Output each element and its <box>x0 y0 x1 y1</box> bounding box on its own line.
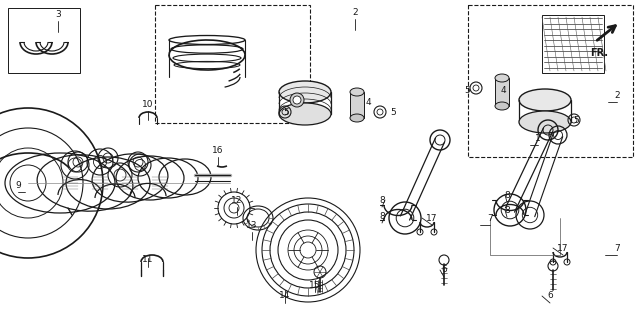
Text: 6: 6 <box>547 292 553 300</box>
Text: 2: 2 <box>352 7 358 17</box>
Text: 10: 10 <box>142 100 154 108</box>
Ellipse shape <box>350 88 364 96</box>
Ellipse shape <box>279 81 331 103</box>
Text: 2: 2 <box>614 91 620 100</box>
Text: 4: 4 <box>500 85 506 94</box>
Text: 5: 5 <box>573 116 579 124</box>
Text: 12: 12 <box>231 196 243 204</box>
Text: 1: 1 <box>535 133 541 142</box>
Text: 6: 6 <box>441 266 447 275</box>
Text: 4: 4 <box>365 98 371 107</box>
Text: 8: 8 <box>504 190 510 199</box>
Text: 7: 7 <box>614 244 620 252</box>
Text: 9: 9 <box>15 180 21 189</box>
Text: 15: 15 <box>309 281 321 290</box>
Text: 3: 3 <box>55 10 61 19</box>
Bar <box>542 15 604 73</box>
Text: 8: 8 <box>504 205 510 214</box>
Text: 13: 13 <box>246 220 258 229</box>
Bar <box>350 92 364 118</box>
Text: 17: 17 <box>426 213 438 222</box>
Ellipse shape <box>519 89 571 111</box>
Ellipse shape <box>519 111 571 133</box>
Text: 8: 8 <box>379 212 385 220</box>
Text: 5: 5 <box>390 108 396 116</box>
Bar <box>8 8 80 73</box>
Ellipse shape <box>495 74 509 82</box>
Text: 14: 14 <box>279 292 291 300</box>
Text: 16: 16 <box>212 146 224 155</box>
Circle shape <box>293 96 301 104</box>
Text: 11: 11 <box>142 255 154 265</box>
Ellipse shape <box>350 114 364 122</box>
Circle shape <box>290 93 304 107</box>
Bar <box>155 5 310 123</box>
Bar <box>495 78 509 106</box>
Text: FR.: FR. <box>590 48 608 58</box>
Text: 17: 17 <box>557 244 569 252</box>
Ellipse shape <box>495 102 509 110</box>
Text: 5: 5 <box>464 85 470 94</box>
Text: 7: 7 <box>487 213 493 222</box>
Ellipse shape <box>279 103 331 125</box>
Bar <box>468 5 633 157</box>
Text: 5: 5 <box>283 108 289 116</box>
Text: 8: 8 <box>379 196 385 204</box>
